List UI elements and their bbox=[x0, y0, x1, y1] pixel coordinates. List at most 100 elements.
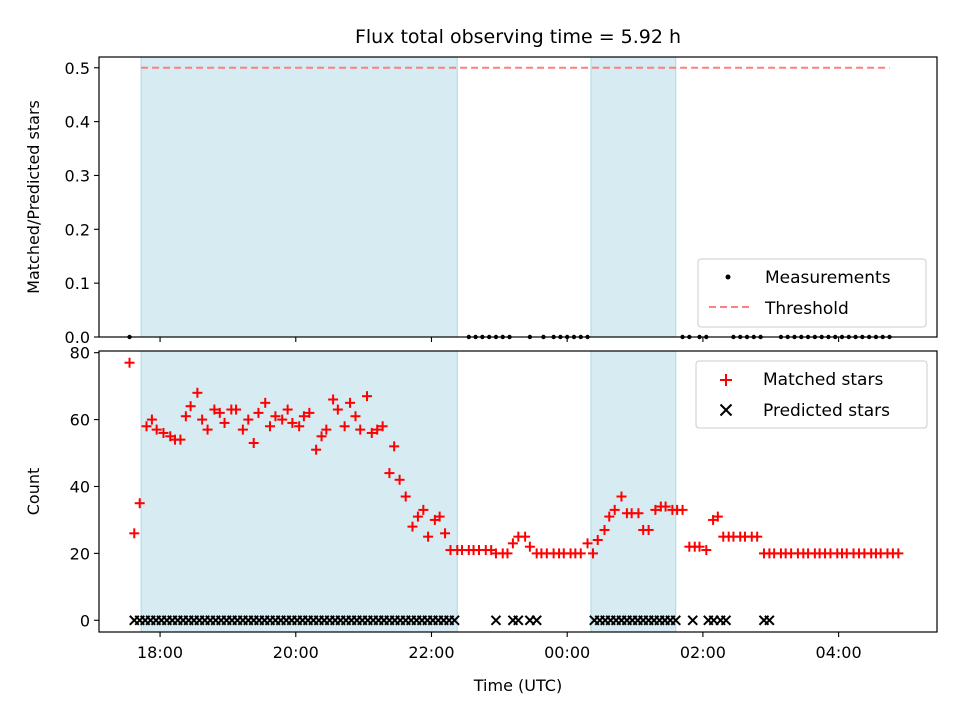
x-tick-label: 04:00 bbox=[816, 643, 862, 662]
y-tick-label: 0.5 bbox=[65, 59, 90, 78]
shaded-interval bbox=[140, 350, 458, 633]
matched-star-marker bbox=[701, 545, 712, 556]
axes-frame bbox=[98, 350, 938, 633]
shaded-interval bbox=[590, 56, 677, 338]
matched-star-marker bbox=[151, 424, 162, 435]
y-tick-label: 20 bbox=[70, 544, 90, 563]
y-tick-label: 40 bbox=[70, 477, 90, 496]
y-tick-label: 80 bbox=[70, 344, 90, 363]
matched-star-marker bbox=[141, 421, 152, 432]
matched-star-marker bbox=[524, 541, 535, 552]
predicted-star-marker bbox=[687, 615, 698, 626]
matched-star-marker bbox=[423, 531, 434, 542]
matched-star-marker bbox=[507, 538, 518, 549]
predicted-star-marker bbox=[764, 615, 775, 626]
matched-star-marker bbox=[243, 414, 254, 425]
predicted-star-marker bbox=[720, 615, 732, 626]
x-tick-label: 20:00 bbox=[273, 643, 319, 662]
matched-star-marker bbox=[129, 528, 140, 539]
matched-star-marker bbox=[587, 548, 598, 559]
marker-stroke bbox=[764, 615, 775, 626]
marker-stroke bbox=[490, 615, 502, 626]
matched-star-marker bbox=[394, 474, 405, 485]
matched-star-marker bbox=[277, 414, 288, 425]
matched-star-marker bbox=[339, 421, 350, 432]
matched-star-marker bbox=[712, 511, 723, 522]
matched-star-marker bbox=[328, 394, 339, 405]
matched-star-marker bbox=[694, 541, 705, 552]
legend-predicted-marker bbox=[719, 403, 733, 417]
predicted-star-marker bbox=[531, 615, 542, 626]
y-tick-label: 0.1 bbox=[65, 274, 90, 293]
legend-label: Measurements bbox=[765, 268, 891, 288]
x-axis-label: Time (UTC) bbox=[473, 676, 562, 695]
matched-star-marker bbox=[660, 501, 671, 512]
predicted-star-marker bbox=[513, 615, 524, 626]
matched-star-marker bbox=[592, 535, 603, 546]
matched-star-marker bbox=[650, 504, 661, 515]
matched-star-marker bbox=[332, 404, 343, 415]
y-tick-label: 0.2 bbox=[65, 220, 90, 239]
axes-frame bbox=[98, 56, 938, 338]
matched-star-marker bbox=[520, 531, 531, 542]
matched-star-marker bbox=[146, 414, 157, 425]
marker-stroke bbox=[449, 615, 460, 626]
legend-box bbox=[697, 258, 927, 328]
matched-star-marker bbox=[316, 431, 327, 442]
matched-star-marker bbox=[677, 504, 688, 515]
matched-star-marker bbox=[643, 524, 654, 535]
marker-stroke bbox=[719, 403, 733, 417]
matched-star-marker bbox=[264, 421, 275, 432]
chart-text-layer: 0.0 0.1 0.2 0.3 0.4 0.5 Flux total observing t… bbox=[24, 26, 891, 695]
legend-label: Matched stars bbox=[763, 370, 883, 390]
matched-star-marker bbox=[366, 427, 377, 438]
y-tick-label: 0.4 bbox=[65, 113, 90, 132]
marker-stroke bbox=[531, 615, 542, 626]
shaded-interval bbox=[590, 350, 677, 633]
chart-title: Flux total observing time = 5.92 h bbox=[355, 26, 681, 48]
predicted-star-marker bbox=[670, 615, 681, 626]
matched-star-marker bbox=[175, 434, 186, 445]
matched-star-marker bbox=[502, 548, 513, 559]
matched-star-marker bbox=[434, 511, 445, 522]
y-tick-label: 0.0 bbox=[65, 328, 90, 347]
x-tick-label: 02:00 bbox=[680, 643, 726, 662]
matched-star-marker bbox=[389, 441, 400, 452]
marker-stroke bbox=[687, 615, 698, 626]
matched-star-marker bbox=[214, 407, 225, 418]
matched-star-marker bbox=[260, 397, 271, 408]
matched-star-marker bbox=[192, 387, 203, 398]
matched-star-marker bbox=[440, 528, 451, 539]
predicted-star-marker bbox=[449, 615, 460, 626]
matched-star-marker bbox=[599, 524, 610, 535]
marker-stroke bbox=[513, 615, 524, 626]
matched-star-marker bbox=[362, 391, 373, 402]
matched-star-marker bbox=[209, 404, 220, 415]
matched-star-marker bbox=[197, 414, 208, 425]
matched-star-marker bbox=[134, 498, 145, 509]
matched-star-marker bbox=[298, 411, 309, 422]
top-panel bbox=[94, 56, 938, 342]
matched-star-marker bbox=[752, 531, 763, 542]
matched-star-marker bbox=[311, 444, 322, 455]
x-tick-label: 22:00 bbox=[408, 643, 454, 662]
legend-label: Threshold bbox=[764, 299, 849, 319]
matched-star-marker bbox=[158, 427, 169, 438]
predicted-star-marker bbox=[490, 615, 502, 626]
y-tick-label: 0.3 bbox=[65, 166, 90, 185]
matched-star-marker bbox=[270, 411, 281, 422]
matched-star-marker bbox=[407, 521, 418, 532]
matched-star-marker bbox=[287, 417, 298, 428]
y-axis-label: Matched/Predicted stars bbox=[24, 100, 43, 294]
matched-star-marker bbox=[345, 397, 356, 408]
matched-star-marker bbox=[400, 491, 411, 502]
matched-star-marker bbox=[237, 424, 248, 435]
matched-star-marker bbox=[355, 424, 366, 435]
legend-matched-marker bbox=[720, 374, 732, 386]
matched-star-marker bbox=[384, 468, 395, 479]
y-tick-label: 0 bbox=[80, 611, 90, 630]
matched-star-marker bbox=[248, 437, 259, 448]
matched-star-marker bbox=[282, 404, 293, 415]
shaded-interval bbox=[140, 56, 458, 338]
